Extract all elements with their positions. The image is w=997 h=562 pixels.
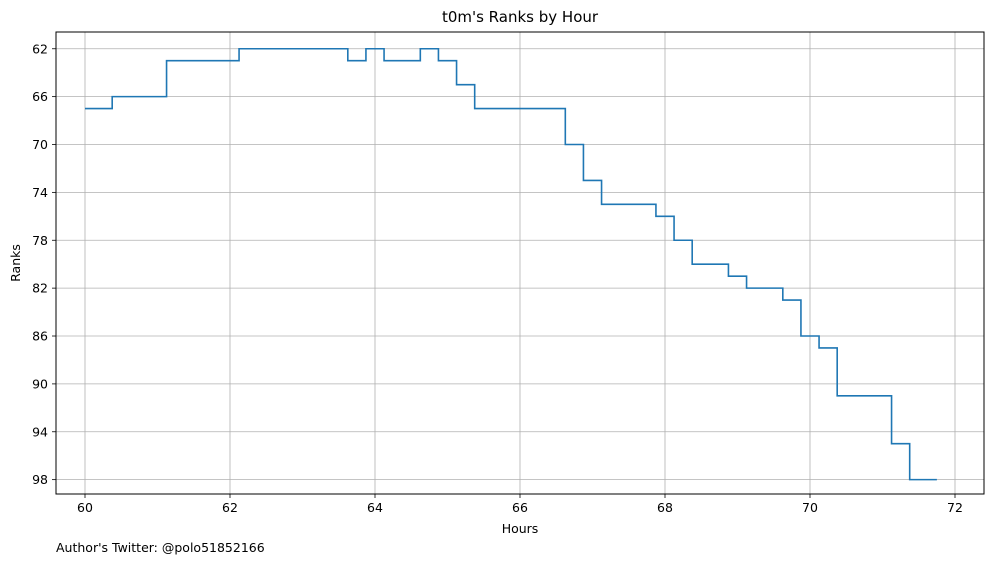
y-axis-ticks: 62 66 70 74 78 82 86 90 94 98 <box>32 41 56 487</box>
y-tick-label: 66 <box>32 89 48 104</box>
y-tick-label: 74 <box>32 185 48 200</box>
y-tick-label: 98 <box>32 472 48 487</box>
y-tick-label: 62 <box>32 41 48 56</box>
y-tick-label: 70 <box>32 137 48 152</box>
y-tick-label: 86 <box>32 329 48 344</box>
y-tick-label: 82 <box>32 281 48 296</box>
x-tick-label: 64 <box>367 500 383 515</box>
chart-title: t0m's Ranks by Hour <box>442 8 599 26</box>
x-tick-label: 66 <box>512 500 528 515</box>
x-axis-ticks: 60 62 64 66 68 70 72 <box>77 494 963 515</box>
y-tick-label: 78 <box>32 233 48 248</box>
x-tick-label: 68 <box>657 500 673 515</box>
grid-lines <box>56 32 984 494</box>
x-tick-label: 70 <box>802 500 818 515</box>
x-tick-label: 72 <box>947 500 963 515</box>
series-line <box>85 47 937 481</box>
y-tick-label: 94 <box>32 424 48 439</box>
y-tick-label: 90 <box>32 376 48 391</box>
x-tick-label: 60 <box>77 500 93 515</box>
author-credit: Author's Twitter: @polo51852166 <box>56 540 265 555</box>
x-axis-label: Hours <box>502 521 539 536</box>
x-tick-label: 62 <box>222 500 238 515</box>
y-axis-label: Ranks <box>8 244 23 282</box>
